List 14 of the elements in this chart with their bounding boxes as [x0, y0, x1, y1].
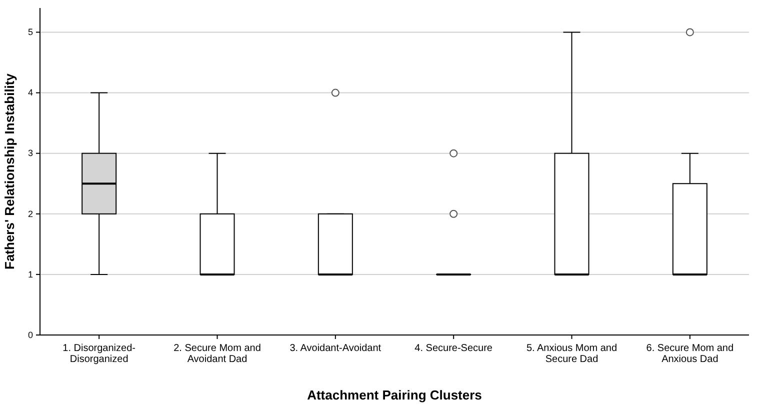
x-tick-label: 4. Secure-Secure	[414, 343, 493, 354]
x-tick-label: 6. Secure Mom and Anxious Dad	[646, 343, 734, 365]
y-tick-label: 4	[28, 88, 33, 98]
x-tick-label: 3. Avoidant-Avoidant	[290, 343, 382, 354]
x-axis-title: Attachment Pairing Clusters	[307, 387, 482, 402]
y-axis-title: Fathers' Relationship Instability	[2, 72, 17, 270]
y-tick-label: 0	[28, 330, 33, 340]
x-tick-label: 5. Anxious Mom and Secure Dad	[526, 343, 618, 365]
y-tick-label: 2	[28, 208, 33, 219]
y-tick-label: 5	[28, 27, 33, 38]
y-tick-label: 1	[28, 269, 33, 280]
x-tick-label: 2. Secure Mom and Avoidant Dad	[174, 343, 261, 365]
y-tick-label: 3	[28, 148, 33, 158]
x-tick-label: 1. Disorganized-Disorganized	[62, 343, 136, 365]
